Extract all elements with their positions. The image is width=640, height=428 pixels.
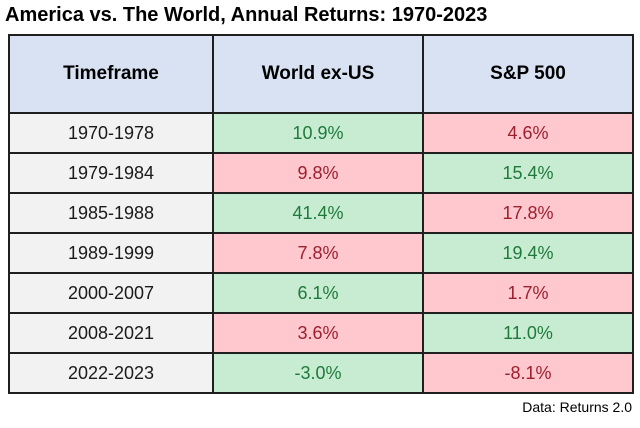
table-row: 1989-1999 7.8% 19.4% [8,232,634,274]
header-timeframe: Timeframe [8,34,214,114]
timeframe-cell: 2022-2023 [8,352,214,394]
world-ex-us-value: 6.1% [212,272,424,314]
sp500-value: 1.7% [422,272,634,314]
world-ex-us-value: -3.0% [212,352,424,394]
sp500-value: 11.0% [422,312,634,354]
sp500-value: -8.1% [422,352,634,394]
table-row: 1979-1984 9.8% 15.4% [8,152,634,194]
table-row: 2008-2021 3.6% 11.0% [8,312,634,354]
timeframe-cell: 2000-2007 [8,272,214,314]
sp500-value: 15.4% [422,152,634,194]
table-row: 1985-1988 41.4% 17.8% [8,192,634,234]
sp500-value: 17.8% [422,192,634,234]
table-row: 2022-2023 -3.0% -8.1% [8,352,634,394]
world-ex-us-value: 3.6% [212,312,424,354]
timeframe-cell: 1985-1988 [8,192,214,234]
table-row: 2000-2007 6.1% 1.7% [8,272,634,314]
page-title: America vs. The World, Annual Returns: 1… [5,4,488,26]
timeframe-cell: 1989-1999 [8,232,214,274]
table-row: 1970-1978 10.9% 4.6% [8,112,634,154]
world-ex-us-value: 7.8% [212,232,424,274]
timeframe-cell: 2008-2021 [8,312,214,354]
annual-returns-table: Timeframe World ex-US S&P 500 1970-1978 … [8,34,634,394]
world-ex-us-value: 41.4% [212,192,424,234]
timeframe-cell: 1970-1978 [8,112,214,154]
world-ex-us-value: 10.9% [212,112,424,154]
timeframe-cell: 1979-1984 [8,152,214,194]
data-source-note: Data: Returns 2.0 [522,399,632,415]
header-world-ex-us: World ex-US [212,34,424,114]
header-sp500: S&P 500 [422,34,634,114]
sp500-value: 4.6% [422,112,634,154]
table-header-row: Timeframe World ex-US S&P 500 [8,34,634,114]
world-ex-us-value: 9.8% [212,152,424,194]
sp500-value: 19.4% [422,232,634,274]
